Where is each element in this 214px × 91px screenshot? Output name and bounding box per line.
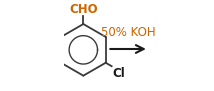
- Text: 50% KOH: 50% KOH: [101, 26, 155, 39]
- Text: Cl: Cl: [112, 67, 125, 80]
- Text: CHO: CHO: [69, 3, 98, 16]
